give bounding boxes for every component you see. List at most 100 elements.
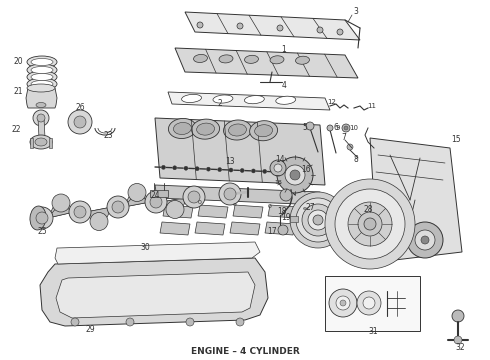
Ellipse shape [31, 67, 53, 73]
Polygon shape [370, 138, 462, 262]
Ellipse shape [27, 78, 57, 90]
Ellipse shape [27, 71, 57, 83]
Text: 17: 17 [267, 228, 277, 237]
Text: 0: 0 [268, 204, 272, 210]
Circle shape [285, 165, 305, 185]
Text: 9: 9 [336, 125, 340, 131]
Ellipse shape [27, 84, 55, 92]
Circle shape [364, 218, 376, 230]
Circle shape [344, 126, 348, 130]
Text: 2: 2 [218, 99, 222, 108]
Polygon shape [300, 222, 330, 235]
Text: 11: 11 [368, 103, 376, 109]
Circle shape [347, 144, 353, 150]
Polygon shape [290, 216, 298, 222]
Circle shape [290, 170, 300, 180]
Circle shape [237, 23, 243, 29]
Text: 0: 0 [198, 201, 202, 206]
Circle shape [306, 122, 314, 130]
Polygon shape [195, 222, 225, 235]
Circle shape [166, 201, 184, 219]
Circle shape [128, 184, 146, 202]
Circle shape [150, 196, 162, 208]
Circle shape [317, 27, 323, 33]
Polygon shape [26, 88, 57, 108]
Ellipse shape [194, 54, 207, 63]
Ellipse shape [182, 94, 201, 103]
Circle shape [74, 206, 86, 218]
Polygon shape [155, 118, 325, 185]
Polygon shape [162, 197, 188, 213]
Text: 32: 32 [455, 343, 465, 352]
Text: 12: 12 [327, 99, 337, 105]
Circle shape [274, 164, 282, 172]
Circle shape [290, 192, 346, 248]
Ellipse shape [245, 95, 264, 104]
Polygon shape [49, 138, 52, 148]
Circle shape [236, 318, 244, 326]
Polygon shape [198, 205, 228, 218]
Text: 15: 15 [451, 135, 461, 144]
Circle shape [74, 116, 86, 128]
Circle shape [342, 124, 350, 132]
Polygon shape [40, 258, 268, 326]
Ellipse shape [30, 206, 46, 230]
Circle shape [407, 222, 443, 258]
Circle shape [308, 210, 328, 230]
Circle shape [90, 212, 108, 230]
Circle shape [195, 167, 199, 171]
Text: 20: 20 [13, 58, 23, 67]
Ellipse shape [276, 96, 296, 104]
Text: 4: 4 [282, 81, 287, 90]
Ellipse shape [36, 103, 46, 108]
Text: e: e [233, 202, 237, 207]
Ellipse shape [31, 81, 53, 87]
Circle shape [337, 29, 343, 35]
Polygon shape [303, 205, 333, 218]
Circle shape [302, 204, 334, 236]
Text: 19: 19 [281, 213, 291, 222]
Circle shape [313, 215, 323, 225]
Circle shape [335, 189, 405, 259]
Text: 16: 16 [301, 166, 311, 175]
Polygon shape [86, 207, 112, 225]
Circle shape [263, 170, 267, 174]
Circle shape [270, 160, 286, 176]
Text: e: e [303, 207, 307, 211]
Polygon shape [48, 199, 74, 218]
Ellipse shape [169, 118, 196, 139]
Ellipse shape [228, 124, 246, 136]
Circle shape [277, 25, 283, 31]
Text: 10: 10 [349, 125, 359, 131]
Ellipse shape [196, 123, 215, 135]
Ellipse shape [213, 95, 233, 103]
Circle shape [327, 125, 333, 131]
Circle shape [219, 183, 241, 205]
Circle shape [251, 169, 255, 173]
Circle shape [69, 201, 91, 223]
Circle shape [37, 114, 45, 122]
Ellipse shape [31, 58, 53, 66]
Polygon shape [162, 197, 188, 206]
Circle shape [172, 166, 177, 170]
Polygon shape [150, 190, 168, 197]
Circle shape [206, 167, 210, 171]
Circle shape [184, 166, 188, 170]
Circle shape [336, 296, 350, 310]
Circle shape [357, 291, 381, 315]
Circle shape [329, 289, 357, 317]
Ellipse shape [249, 121, 277, 141]
Ellipse shape [27, 56, 57, 68]
Text: 18: 18 [274, 180, 282, 184]
Circle shape [36, 212, 48, 224]
Circle shape [452, 310, 464, 322]
Text: 21: 21 [13, 87, 23, 96]
Text: 6: 6 [334, 123, 339, 132]
Text: 25: 25 [37, 228, 47, 237]
Polygon shape [38, 118, 45, 138]
Text: 23: 23 [103, 130, 113, 139]
Circle shape [183, 186, 205, 208]
Polygon shape [124, 197, 150, 207]
Circle shape [71, 318, 79, 326]
Polygon shape [124, 189, 150, 207]
